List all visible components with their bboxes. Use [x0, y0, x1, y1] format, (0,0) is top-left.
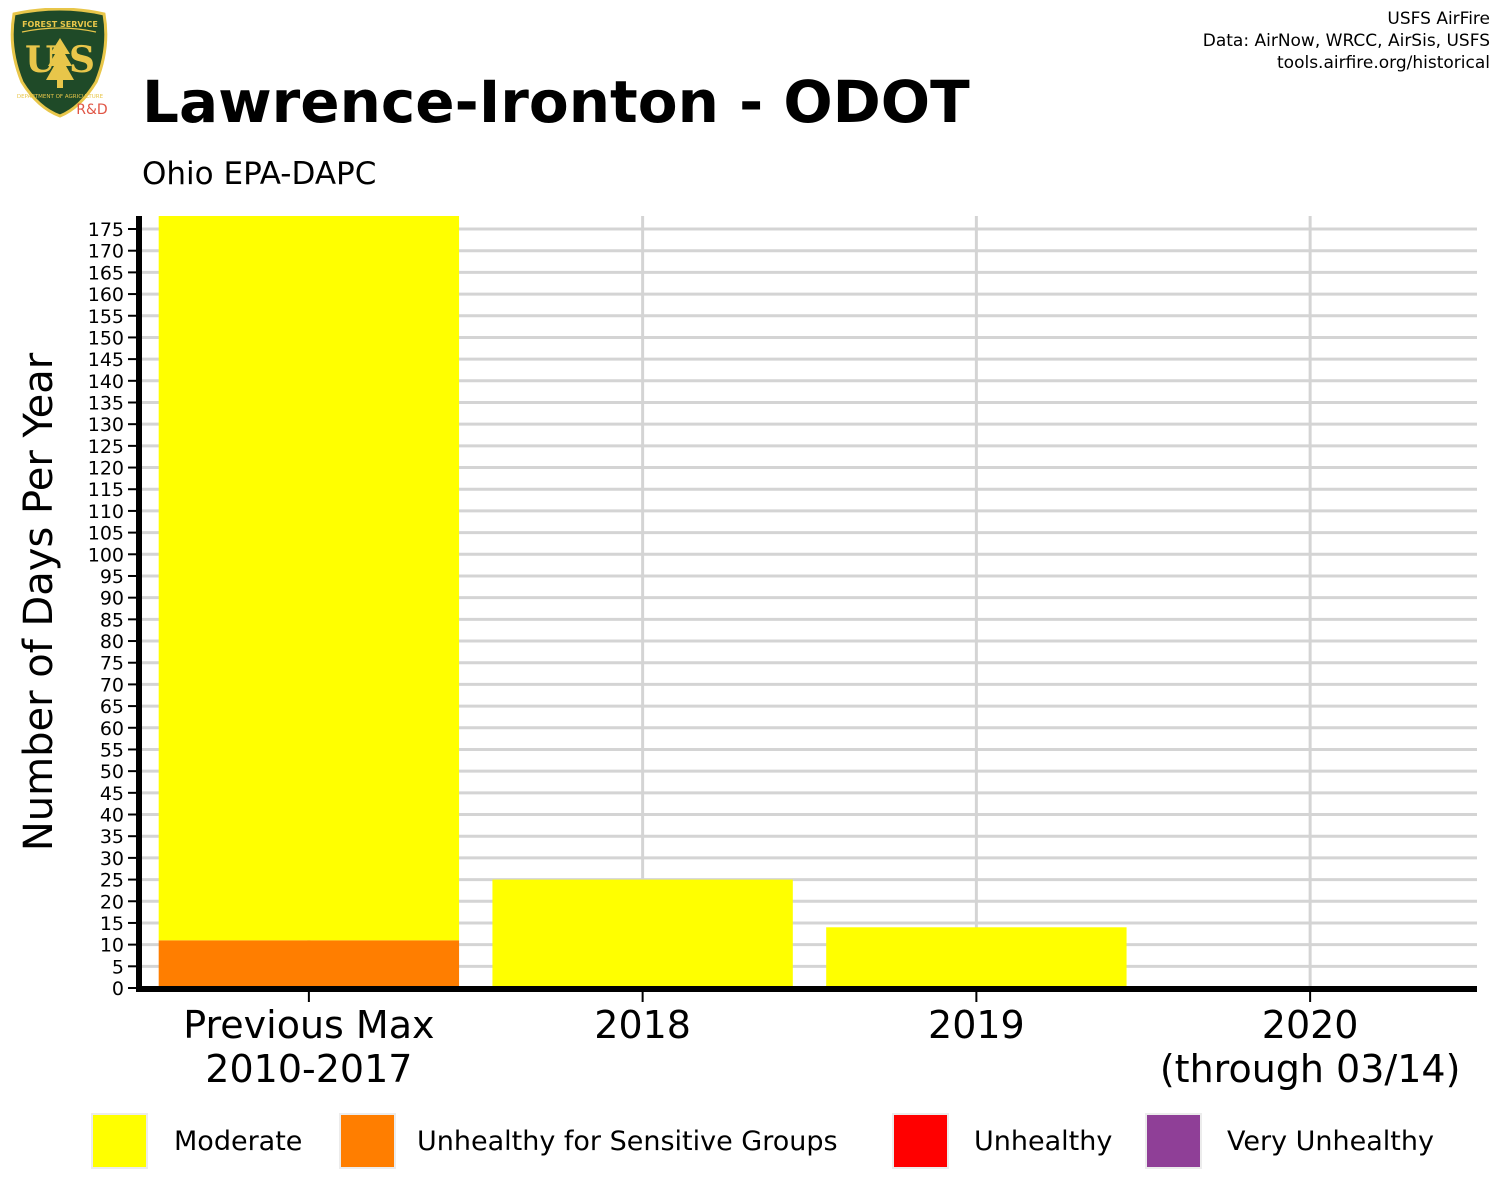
- tree-icon: [46, 38, 74, 88]
- y-tick-label: 140: [88, 371, 124, 393]
- y-tick-label: 130: [88, 414, 124, 436]
- y-tick-label: 125: [88, 436, 124, 458]
- y-tick-label: 35: [100, 826, 124, 848]
- legend-label: Unhealthy for Sensitive Groups: [417, 1126, 838, 1157]
- y-tick-label: 145: [88, 349, 124, 371]
- y-tick-label: 60: [100, 718, 124, 740]
- y-tick-label: 155: [88, 306, 124, 328]
- chart-subtitle: Ohio EPA-DAPC: [142, 156, 377, 192]
- bar-segment: [158, 940, 460, 988]
- y-tick-label: 80: [100, 631, 124, 653]
- y-tick-label: 25: [100, 870, 124, 892]
- y-tick-label: 65: [100, 696, 124, 718]
- credits: USFS AirFire Data: AirNow, WRCC, AirSis,…: [1203, 8, 1490, 74]
- y-tick-label: 20: [100, 891, 124, 913]
- y-tick-label: 90: [100, 588, 124, 610]
- bar-segment: [826, 927, 1127, 988]
- y-tick-label: 0: [112, 978, 124, 1000]
- usfs-shield-logo: FOREST SERVICE U S DEPARTMENT OF AGRICUL…: [10, 8, 108, 118]
- chart-title: Lawrence-Ironton - ODOT: [142, 68, 970, 136]
- y-tick-label: 175: [88, 219, 124, 241]
- bar-segment: [158, 216, 460, 941]
- y-tick-label: 135: [88, 392, 124, 414]
- y-tick-label: 55: [100, 739, 124, 761]
- legend-swatch: [91, 1113, 148, 1169]
- x-tick-label: 2010-2017: [205, 1047, 412, 1091]
- logo-tag: R&D: [76, 102, 107, 118]
- credit-line: tools.airfire.org/historical: [1277, 53, 1490, 73]
- legend-entry: Very Unhealthy: [1145, 1113, 1434, 1169]
- y-axis-label: Number of Days Per Year: [16, 352, 62, 851]
- y-tick-label: 95: [100, 566, 124, 588]
- y-tick-label: 160: [88, 284, 124, 306]
- bars: [158, 216, 1127, 988]
- y-ticks: 0510152025303540455055606570758085909510…: [88, 219, 138, 1000]
- axes: [136, 216, 1477, 992]
- x-tick-label: 2020: [1262, 1003, 1359, 1047]
- legend-swatch: [1145, 1113, 1202, 1169]
- y-tick-label: 110: [88, 501, 124, 523]
- y-tick-label: 170: [88, 241, 124, 263]
- y-tick-label: 70: [100, 674, 124, 696]
- y-tick-label: 100: [88, 544, 124, 566]
- x-tick-label: 2018: [594, 1003, 691, 1047]
- y-tick-label: 5: [112, 956, 124, 978]
- bar-segment: [492, 879, 793, 988]
- y-tick-label: 115: [88, 479, 124, 501]
- y-tick-label: 10: [100, 935, 124, 957]
- y-tick-label: 105: [88, 523, 124, 545]
- y-tick-label: 165: [88, 262, 124, 284]
- logo-top-text: FOREST SERVICE: [22, 20, 98, 29]
- y-tick-label: 75: [100, 653, 124, 675]
- legend-entry: Unhealthy: [892, 1113, 1112, 1169]
- y-tick-label: 40: [100, 805, 124, 827]
- legend-label: Very Unhealthy: [1227, 1126, 1434, 1157]
- legend-label: Unhealthy: [974, 1126, 1112, 1157]
- y-tick-label: 45: [100, 783, 124, 805]
- credit-line: Data: AirNow, WRCC, AirSis, USFS: [1202, 31, 1490, 51]
- y-tick-label: 150: [88, 327, 124, 349]
- y-tick-label: 120: [88, 458, 124, 480]
- logo-bottom-text: DEPARTMENT OF AGRICULTURE: [17, 94, 104, 100]
- x-tick-label: 2019: [928, 1003, 1025, 1047]
- y-tick-label: 50: [100, 761, 124, 783]
- legend-label: Moderate: [174, 1126, 302, 1157]
- legend-swatch: [892, 1113, 949, 1169]
- x-tick-label: (through 03/14): [1160, 1047, 1461, 1091]
- x-tick-label: Previous Max: [183, 1003, 434, 1047]
- legend-entry: Unhealthy for Sensitive Groups: [339, 1113, 838, 1169]
- credit-line: USFS AirFire: [1387, 9, 1490, 29]
- y-tick-label: 85: [100, 609, 124, 631]
- y-tick-label: 30: [100, 848, 124, 870]
- legend-entry: Moderate: [91, 1113, 302, 1169]
- y-tick-label: 15: [100, 913, 124, 935]
- legend: Moderate Unhealthy for Sensitive Groups Un…: [91, 1113, 1434, 1169]
- legend-swatch: [339, 1113, 396, 1169]
